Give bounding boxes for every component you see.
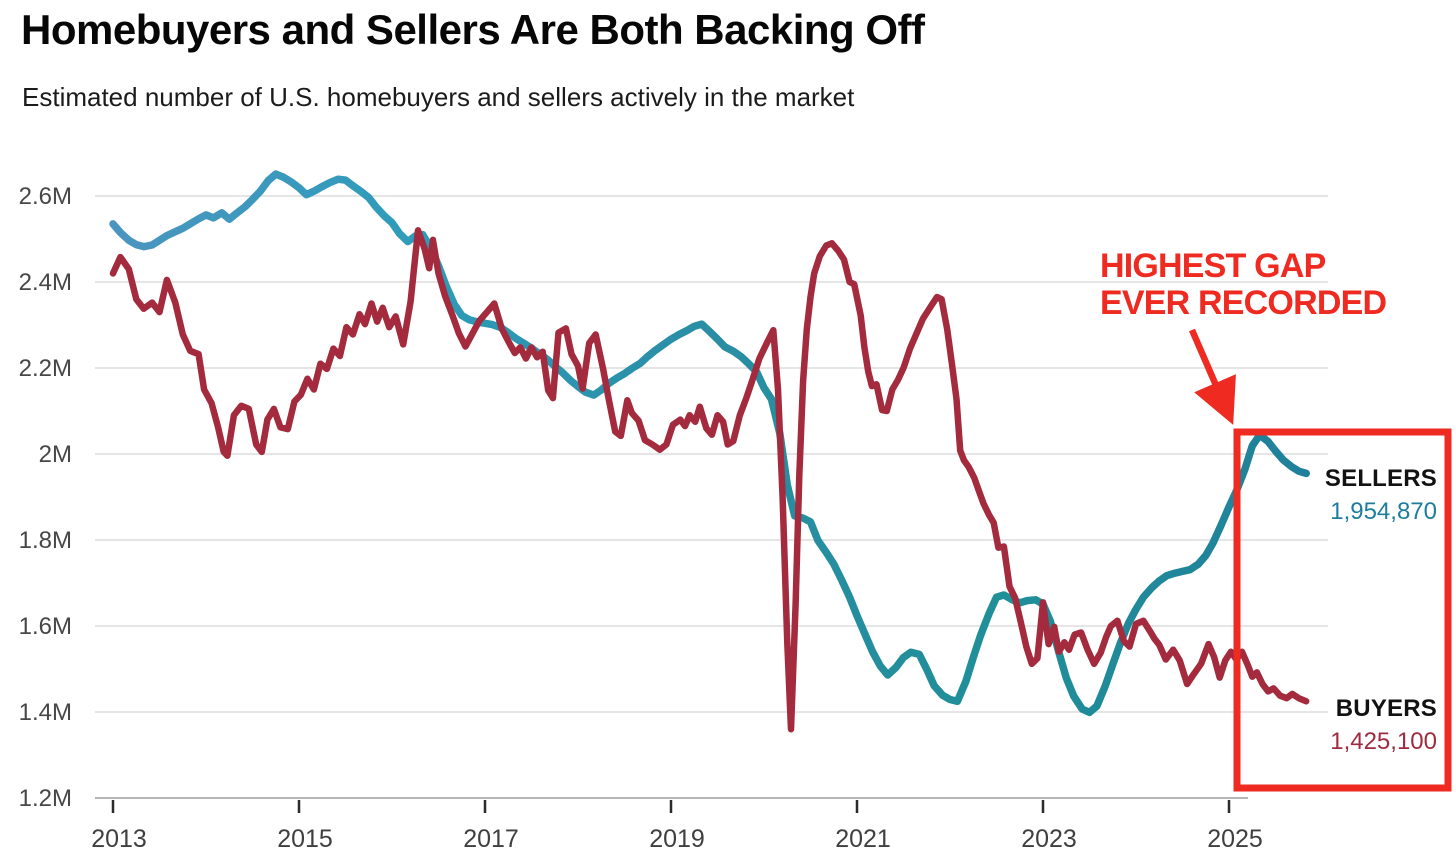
- page-subtitle: Estimated number of U.S. homebuyers and …: [22, 82, 855, 112]
- annotation-line-2: EVER RECORDED: [1100, 284, 1387, 322]
- y-tick-label: 1.8M: [19, 527, 72, 554]
- x-tick-label: 2021: [835, 825, 891, 853]
- y-tick-label: 1.4M: [19, 699, 72, 726]
- x-tick-label: 2025: [1207, 825, 1263, 853]
- x-tick-label: 2023: [1021, 825, 1077, 853]
- highlight-box: [1233, 428, 1452, 792]
- page-title: Homebuyers and Sellers Are Both Backing …: [21, 6, 925, 53]
- x-tick-label: 2017: [463, 825, 519, 853]
- buyers-end-label: BUYERS: [1335, 695, 1437, 722]
- buyers-end-value: 1,425,100: [1330, 728, 1437, 755]
- sellers-end-label-group: SELLERS 1,954,870: [1325, 465, 1437, 526]
- annotation-arrow: [1189, 328, 1236, 425]
- y-tick-label: 2.6M: [19, 183, 72, 210]
- sellers-end-label: SELLERS: [1324, 465, 1437, 492]
- sellers-end-value: 1,954,870: [1330, 498, 1437, 525]
- annotation-line-1: HIGHEST GAP: [1100, 247, 1326, 285]
- buyers-end-label-group: BUYERS 1,425,100: [1330, 695, 1437, 756]
- y-tick-label: 1.6M: [19, 613, 72, 640]
- series-line-buyers: [109, 227, 1310, 733]
- x-tick-label: 2019: [649, 825, 705, 853]
- y-tick-label: 2.4M: [19, 269, 72, 296]
- y-tick-label: 1.2M: [19, 785, 72, 812]
- series-line-sellers: [109, 170, 1310, 717]
- y-tick-label: 2M: [39, 441, 72, 468]
- annotation-highest-gap: HIGHEST GAP EVER RECORDED: [1100, 247, 1387, 322]
- x-tick-label: 2015: [277, 825, 333, 853]
- y-tick-label: 2.2M: [19, 355, 72, 382]
- x-tick-label: 2013: [91, 825, 147, 853]
